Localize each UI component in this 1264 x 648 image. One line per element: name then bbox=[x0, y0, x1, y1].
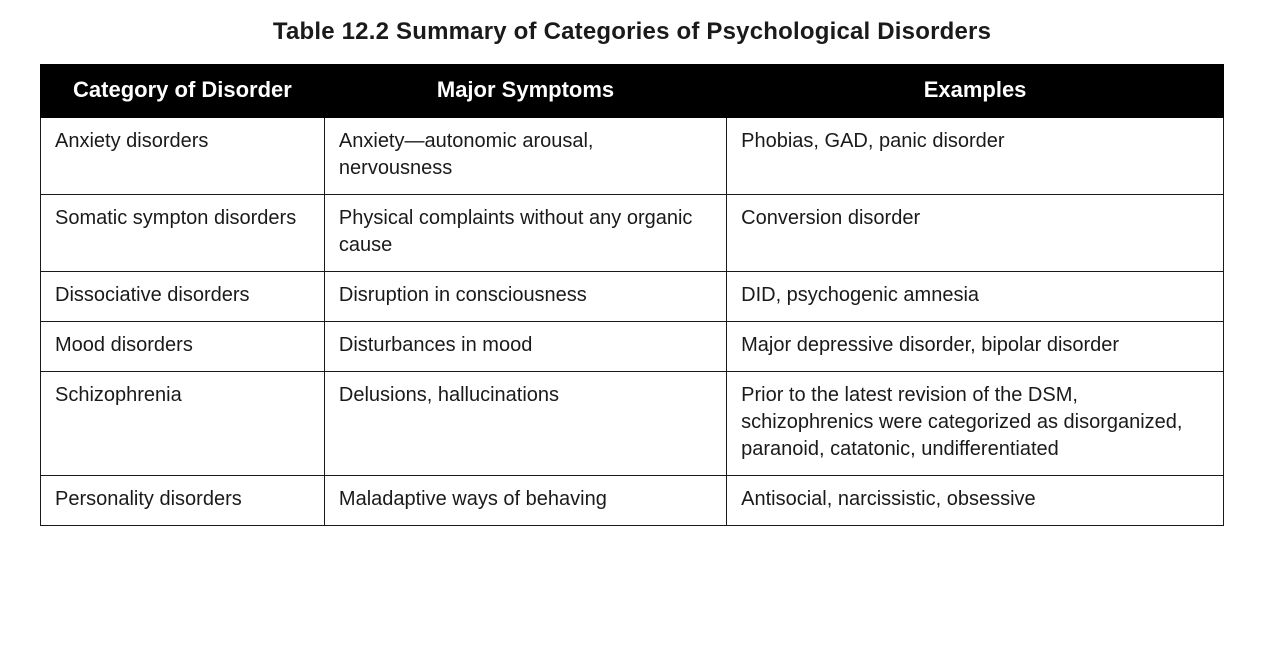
cell-symptoms: Delusions, hallucinations bbox=[324, 372, 726, 476]
cell-category: Personality disorders bbox=[41, 476, 325, 526]
cell-examples: Phobias, GAD, panic disorder bbox=[727, 118, 1224, 195]
col-header-symptoms: Major Symptoms bbox=[324, 65, 726, 118]
table-header-row: Category of Disorder Major Symptoms Exam… bbox=[41, 65, 1224, 118]
cell-symptoms: Maladaptive ways of behaving bbox=[324, 476, 726, 526]
cell-symptoms: Disruption in consciousness bbox=[324, 272, 726, 322]
cell-examples: Antisocial, narcissistic, obsessive bbox=[727, 476, 1224, 526]
table-row: Personality disorders Maladaptive ways o… bbox=[41, 476, 1224, 526]
cell-category: Dissociative disorders bbox=[41, 272, 325, 322]
cell-examples: Conversion disorder bbox=[727, 195, 1224, 272]
col-header-examples: Examples bbox=[727, 65, 1224, 118]
table-row: Somatic sympton disorders Physical compl… bbox=[41, 195, 1224, 272]
table-caption: Table 12.2 Summary of Categories of Psyc… bbox=[40, 18, 1224, 46]
cell-examples: DID, psychogenic amnesia bbox=[727, 272, 1224, 322]
cell-category: Schizophrenia bbox=[41, 372, 325, 476]
table-body: Anxiety disorders Anxiety—autonomic arou… bbox=[41, 118, 1224, 526]
cell-category: Somatic sympton disorders bbox=[41, 195, 325, 272]
table-row: Dissociative disorders Disruption in con… bbox=[41, 272, 1224, 322]
cell-symptoms: Physical complaints without any organic … bbox=[324, 195, 726, 272]
table-head: Category of Disorder Major Symptoms Exam… bbox=[41, 65, 1224, 118]
disorders-table: Category of Disorder Major Symptoms Exam… bbox=[40, 64, 1224, 526]
col-header-category: Category of Disorder bbox=[41, 65, 325, 118]
table-row: Schizophrenia Delusions, hallucinations … bbox=[41, 372, 1224, 476]
cell-symptoms: Disturbances in mood bbox=[324, 322, 726, 372]
cell-symptoms: Anxiety—autonomic arousal, nervousness bbox=[324, 118, 726, 195]
cell-category: Anxiety disorders bbox=[41, 118, 325, 195]
cell-examples: Major depressive disorder, bipolar disor… bbox=[727, 322, 1224, 372]
cell-examples: Prior to the latest revision of the DSM,… bbox=[727, 372, 1224, 476]
page: Table 12.2 Summary of Categories of Psyc… bbox=[0, 0, 1264, 526]
table-row: Mood disorders Disturbances in mood Majo… bbox=[41, 322, 1224, 372]
table-row: Anxiety disorders Anxiety—autonomic arou… bbox=[41, 118, 1224, 195]
cell-category: Mood disorders bbox=[41, 322, 325, 372]
